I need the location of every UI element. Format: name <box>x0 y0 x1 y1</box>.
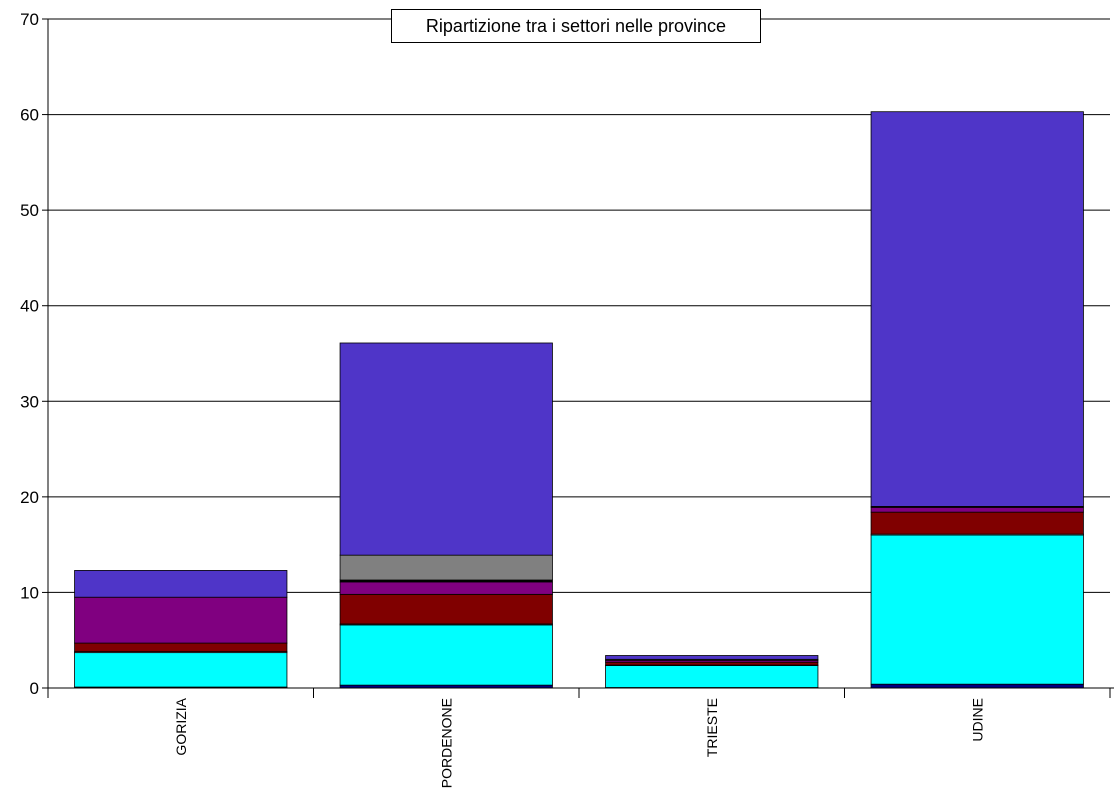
bar-segment <box>870 506 1084 513</box>
bar-segment <box>605 655 819 660</box>
bar-segment <box>339 554 553 581</box>
y-tick-label: 10 <box>20 583 39 602</box>
y-tick-label: 60 <box>20 106 39 125</box>
y-tick-labels: 0 10 20 30 40 50 60 70 <box>20 10 39 698</box>
bar-segment <box>339 593 553 625</box>
bar-segment <box>870 111 1084 507</box>
bar-segment <box>605 665 819 688</box>
bar-segment <box>605 661 819 666</box>
y-tick-label: 70 <box>20 10 39 29</box>
bar-segment <box>339 581 553 595</box>
y-tick-label: 20 <box>20 488 39 507</box>
bar-segment <box>339 624 553 686</box>
bar-segment <box>74 652 288 688</box>
x-tick-label: UDINE <box>969 698 985 742</box>
x-tick-label: PORDENONE <box>438 698 454 788</box>
bar-segment <box>74 570 288 598</box>
bar-segment <box>339 342 553 556</box>
axes <box>42 18 1114 698</box>
y-tick-label: 30 <box>20 392 39 411</box>
bar-segment <box>870 534 1084 685</box>
y-tick-label: 50 <box>20 201 39 220</box>
bar-segment <box>870 683 1084 689</box>
bar-segment <box>870 511 1084 535</box>
x-tick-labels: GORIZIA PORDENONE TRIESTE UDINE <box>173 697 986 788</box>
y-tick-label: 0 <box>30 679 39 698</box>
x-tick-label: GORIZIA <box>173 697 189 755</box>
y-tick-label: 40 <box>20 297 39 316</box>
bar-stacks <box>74 111 1084 689</box>
gridlines <box>48 18 1110 593</box>
bar-segment <box>74 642 288 653</box>
chart-title: Ripartizione tra i settori nelle provinc… <box>391 9 761 43</box>
bar-segment <box>74 596 288 644</box>
x-tick-label: TRIESTE <box>704 698 720 757</box>
